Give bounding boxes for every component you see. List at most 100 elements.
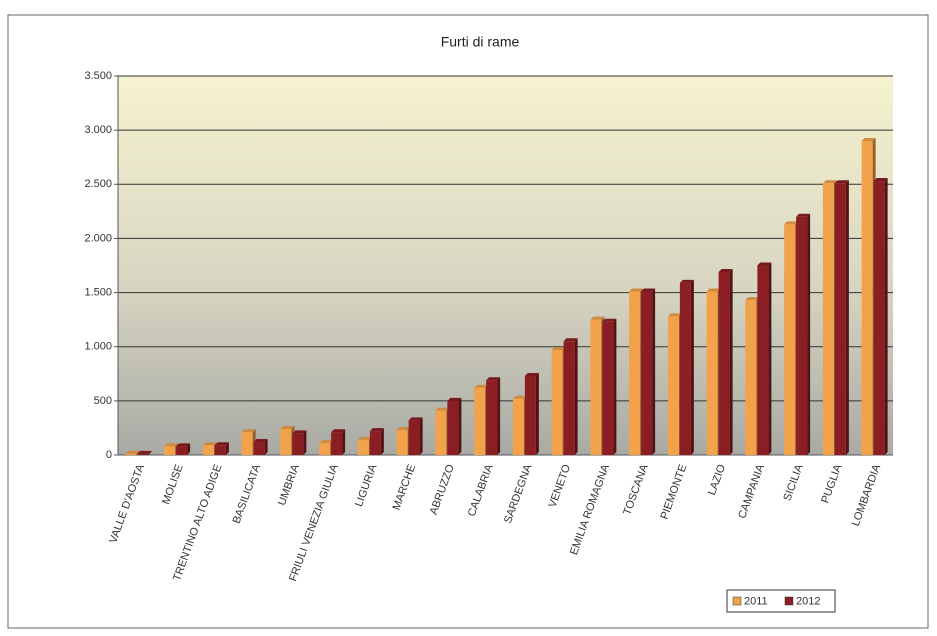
bar-top — [292, 430, 307, 434]
bar — [524, 375, 536, 455]
bar — [602, 321, 614, 455]
bar-side — [807, 213, 811, 455]
bar — [679, 282, 691, 455]
bar-side — [535, 372, 539, 455]
bar-top — [408, 417, 423, 421]
bar — [435, 410, 447, 455]
bar — [125, 453, 137, 455]
y-tick-label: 3.500 — [84, 70, 112, 82]
legend-label: 2011 — [744, 595, 768, 607]
y-tick-label: 1.500 — [84, 286, 112, 298]
bar-side — [187, 443, 191, 455]
bar-top — [706, 288, 721, 292]
bar-side — [380, 428, 384, 455]
bar-top — [784, 221, 799, 225]
bar — [486, 380, 498, 455]
bar — [834, 183, 846, 455]
bar-top — [718, 268, 733, 272]
bar-top — [834, 180, 849, 184]
bar — [861, 140, 873, 455]
bar — [784, 224, 796, 455]
bar — [241, 432, 253, 455]
bar-side — [768, 262, 772, 455]
bar-top — [486, 377, 501, 381]
bar-top — [447, 397, 462, 401]
bar-top — [822, 180, 837, 184]
bar-top — [873, 178, 888, 182]
bar-side — [419, 417, 423, 455]
bar-side — [136, 450, 140, 455]
bar-side — [342, 429, 346, 455]
y-tick-label: 0 — [106, 449, 112, 461]
bar-top — [214, 442, 229, 446]
bar — [629, 291, 641, 455]
bar-top — [512, 395, 527, 399]
bar — [745, 300, 757, 455]
bar-side — [497, 377, 501, 455]
bar — [551, 349, 563, 455]
bar — [706, 291, 718, 455]
chart-title: Furti di rame — [441, 34, 520, 50]
y-tick-label: 500 — [94, 395, 112, 407]
bar — [369, 431, 381, 455]
bar-top — [757, 262, 772, 266]
bar-side — [458, 397, 462, 455]
bar — [563, 341, 575, 455]
bar-top — [137, 450, 152, 454]
bar — [202, 445, 214, 455]
bar-top — [474, 384, 489, 388]
bar-side — [264, 439, 268, 455]
bar-top — [796, 213, 811, 217]
bar-side — [845, 180, 849, 455]
bar — [357, 439, 369, 455]
bar-side — [148, 450, 152, 455]
legend-swatch — [732, 596, 742, 606]
bar — [137, 453, 149, 455]
bar-top — [164, 443, 179, 447]
bar-side — [884, 178, 888, 455]
bar-top — [241, 429, 256, 433]
bar — [292, 433, 304, 455]
bar — [396, 430, 408, 455]
y-tick-label: 1.000 — [84, 341, 112, 353]
bar-side — [613, 318, 617, 455]
bar — [253, 442, 265, 455]
legend-label: 2012 — [796, 595, 820, 607]
bar — [590, 319, 602, 455]
bar-top — [551, 346, 566, 350]
bar — [331, 432, 343, 455]
plot-area — [118, 76, 893, 455]
bar-top — [396, 427, 411, 431]
bar — [718, 271, 730, 455]
bar-top — [357, 436, 372, 440]
y-tick-label: 3.000 — [84, 124, 112, 136]
bar — [176, 446, 188, 455]
bar — [667, 316, 679, 455]
bar — [280, 429, 292, 455]
bar-top — [253, 439, 268, 443]
bar-top — [435, 407, 450, 411]
bar-top — [524, 372, 539, 376]
bar-top — [202, 442, 217, 446]
legend-swatch — [784, 596, 794, 606]
bar — [408, 420, 420, 455]
bar-top — [331, 429, 346, 433]
bar-side — [690, 279, 694, 455]
bar — [474, 387, 486, 455]
bar — [512, 398, 524, 455]
bar-side — [303, 430, 307, 455]
bar-top — [641, 288, 656, 292]
bar — [757, 265, 769, 455]
bar-top — [369, 428, 384, 432]
bar-top — [861, 137, 876, 141]
y-tick-label: 2.000 — [84, 232, 112, 244]
bar — [873, 181, 885, 455]
bar-top — [280, 426, 295, 430]
bar — [641, 291, 653, 455]
bar-side — [652, 288, 656, 455]
bar-top — [563, 338, 578, 342]
bar-top — [125, 450, 140, 454]
bar-top — [629, 288, 644, 292]
bar-top — [679, 279, 694, 283]
